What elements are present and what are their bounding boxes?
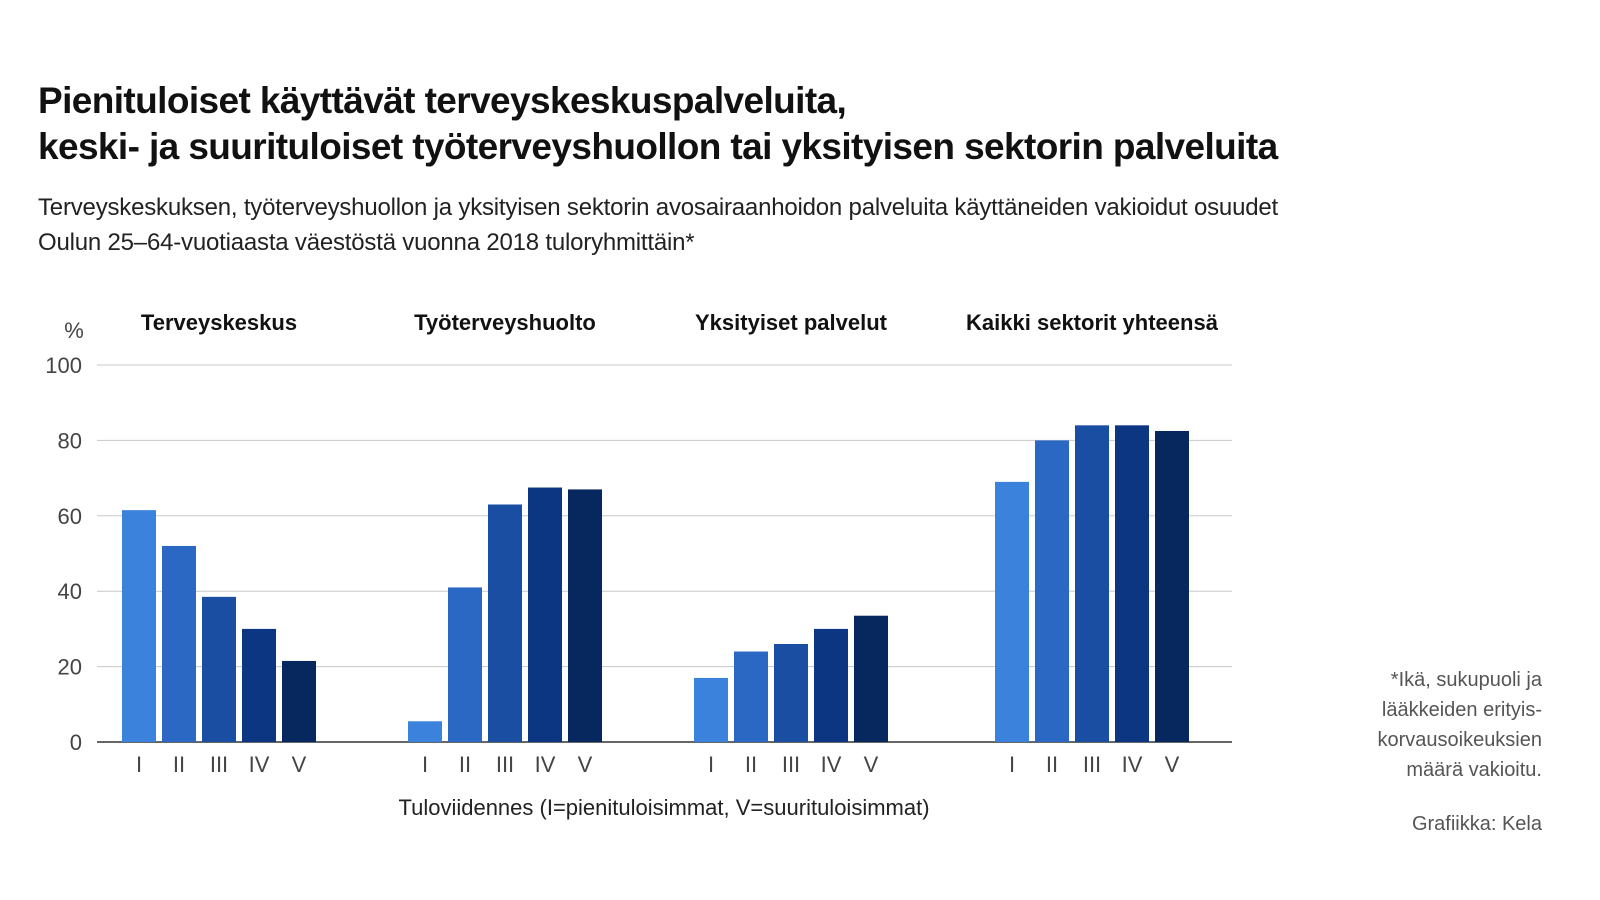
x-tick-label: IV <box>1122 752 1143 777</box>
x-tick-label: II <box>459 752 471 777</box>
x-tick-label: V <box>1165 752 1180 777</box>
y-axis-unit-label: % <box>64 318 84 343</box>
group-title: Yksityiset palvelut <box>695 310 888 335</box>
chart-subtitle: Terveyskeskuksen, työterveyshuollon ja y… <box>38 190 1278 260</box>
footnote-line-4: määrä vakioitu. <box>1406 759 1542 781</box>
bar-IV <box>814 628 848 742</box>
x-tick-label: III <box>496 752 514 777</box>
group-title: Kaikki sektorit yhteensä <box>966 310 1219 335</box>
bar-V <box>1155 430 1189 742</box>
footnote-line-1: *Ikä, sukupuoli ja <box>1390 669 1542 691</box>
x-tick-label: V <box>292 752 307 777</box>
x-tick-label: IV <box>535 752 556 777</box>
x-tick-label: V <box>578 752 593 777</box>
x-tick-label: IV <box>821 752 842 777</box>
bar-V <box>282 660 316 742</box>
chart-title-line-2: keski- ja suurituloiset työterveyshuollo… <box>38 126 1278 167</box>
x-tick-label: II <box>173 752 185 777</box>
bar-III <box>774 643 808 742</box>
bar-II <box>1035 440 1069 742</box>
footnote-line-3: korvausoikeuksien <box>1377 729 1542 751</box>
x-tick-label: III <box>782 752 800 777</box>
x-tick-label: II <box>745 752 757 777</box>
bar-IV <box>528 487 562 742</box>
chart-subtitle-line-1: Terveyskeskuksen, työterveyshuollon ja y… <box>38 194 1278 221</box>
bar-III <box>1075 425 1109 742</box>
x-tick-label: III <box>1083 752 1101 777</box>
footnote-line-2: lääkkeiden erityis- <box>1381 699 1542 721</box>
x-tick-label: III <box>210 752 228 777</box>
bar-IV <box>242 628 276 742</box>
chart-title: Pienituloiset käyttävät terveyskeskuspal… <box>38 78 1278 170</box>
group-title: Terveyskeskus <box>141 310 297 335</box>
y-tick-label: 40 <box>58 579 82 604</box>
bar-IV <box>1115 425 1149 742</box>
y-tick-label: 20 <box>58 655 82 680</box>
footnote: *Ikä, sukupuoli ja lääkkeiden erityis- k… <box>1282 665 1542 785</box>
bar-II <box>734 651 768 742</box>
credit: Grafiikka: Kela <box>1411 813 1542 835</box>
bar-V <box>568 489 602 742</box>
group-title: Työterveyshuolto <box>414 310 596 335</box>
bar-I <box>694 677 728 742</box>
y-tick-label: 80 <box>58 428 82 453</box>
bar-I <box>122 510 156 742</box>
bar-II <box>162 545 196 742</box>
x-tick-label: V <box>864 752 879 777</box>
bar-III <box>202 596 236 742</box>
chart-subtitle-line-2: Oulun 25–64-vuotiaasta väestöstä vuonna … <box>38 229 695 256</box>
x-tick-label: I <box>136 752 142 777</box>
x-tick-label: I <box>1009 752 1015 777</box>
bars <box>122 425 1189 742</box>
chart-title-line-1: Pienituloiset käyttävät terveyskeskuspal… <box>38 80 847 121</box>
x-axis-label: Tuloviidennes (I=pienituloisimmat, V=suu… <box>398 795 929 820</box>
x-tick-label: IV <box>249 752 270 777</box>
bar-V <box>854 615 888 742</box>
bar-I <box>995 481 1029 742</box>
x-tick-label: I <box>422 752 428 777</box>
bar-III <box>488 504 522 742</box>
y-tick-label: 0 <box>70 730 82 755</box>
bar-I <box>408 721 442 742</box>
y-tick-label: 100 <box>45 353 82 378</box>
y-tick-label: 60 <box>58 504 82 529</box>
x-tick-label: I <box>708 752 714 777</box>
x-tick-label: II <box>1046 752 1058 777</box>
bar-II <box>448 587 482 742</box>
